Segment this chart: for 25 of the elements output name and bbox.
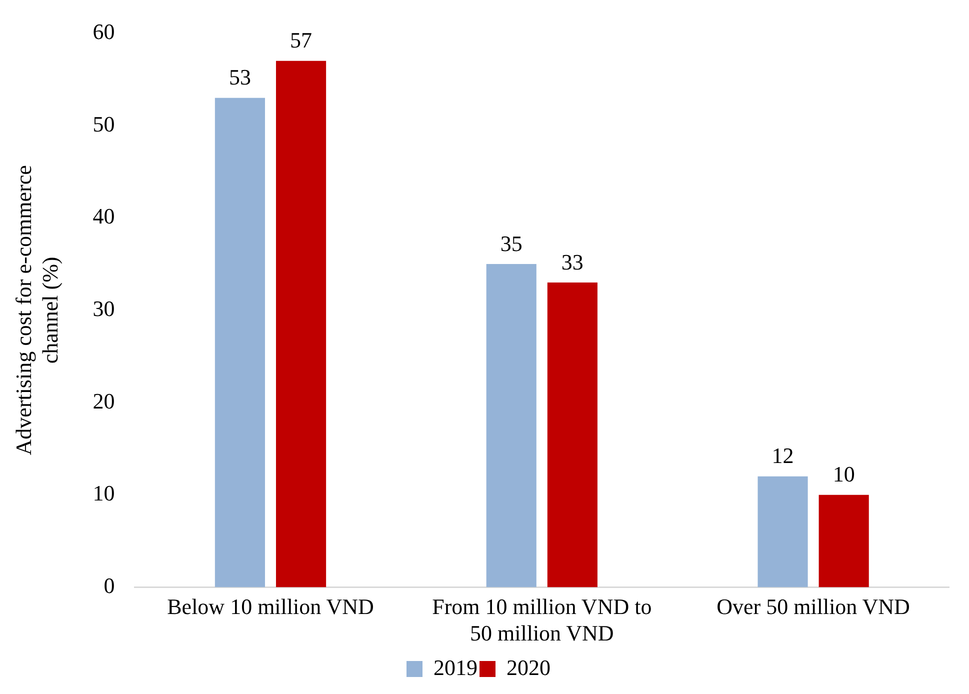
bar xyxy=(276,60,326,588)
legend-label: 2019 xyxy=(434,654,478,680)
data-label: 53 xyxy=(228,64,251,90)
data-label: 10 xyxy=(832,462,855,487)
legend-label: 2020 xyxy=(506,654,550,680)
y-tick-label: 30 xyxy=(92,296,115,321)
y-tick-label: 40 xyxy=(92,204,115,229)
bar xyxy=(818,494,869,588)
data-label: 57 xyxy=(290,28,312,53)
y-tick-label: 10 xyxy=(92,480,115,506)
data-label: 35 xyxy=(500,230,522,256)
bar xyxy=(214,98,266,588)
x-tick-label: Over 50 million VND xyxy=(716,594,910,620)
y-axis-title: Advertising cost for e-commerce channel (%) xyxy=(10,165,62,456)
bar xyxy=(486,264,536,588)
y-tick-label: 50 xyxy=(92,111,115,136)
y-tick-label: 60 xyxy=(92,18,115,44)
x-tick-label: Below 10 million VND xyxy=(167,594,374,620)
y-tick-label: 20 xyxy=(92,388,115,414)
bar xyxy=(758,476,808,588)
x-tick-label: From 10 million VND to 50 million VND xyxy=(432,594,652,646)
data-label: 33 xyxy=(561,249,584,274)
data-label: 12 xyxy=(772,443,794,468)
bar xyxy=(547,282,598,588)
y-tick-label: 0 xyxy=(104,572,115,598)
